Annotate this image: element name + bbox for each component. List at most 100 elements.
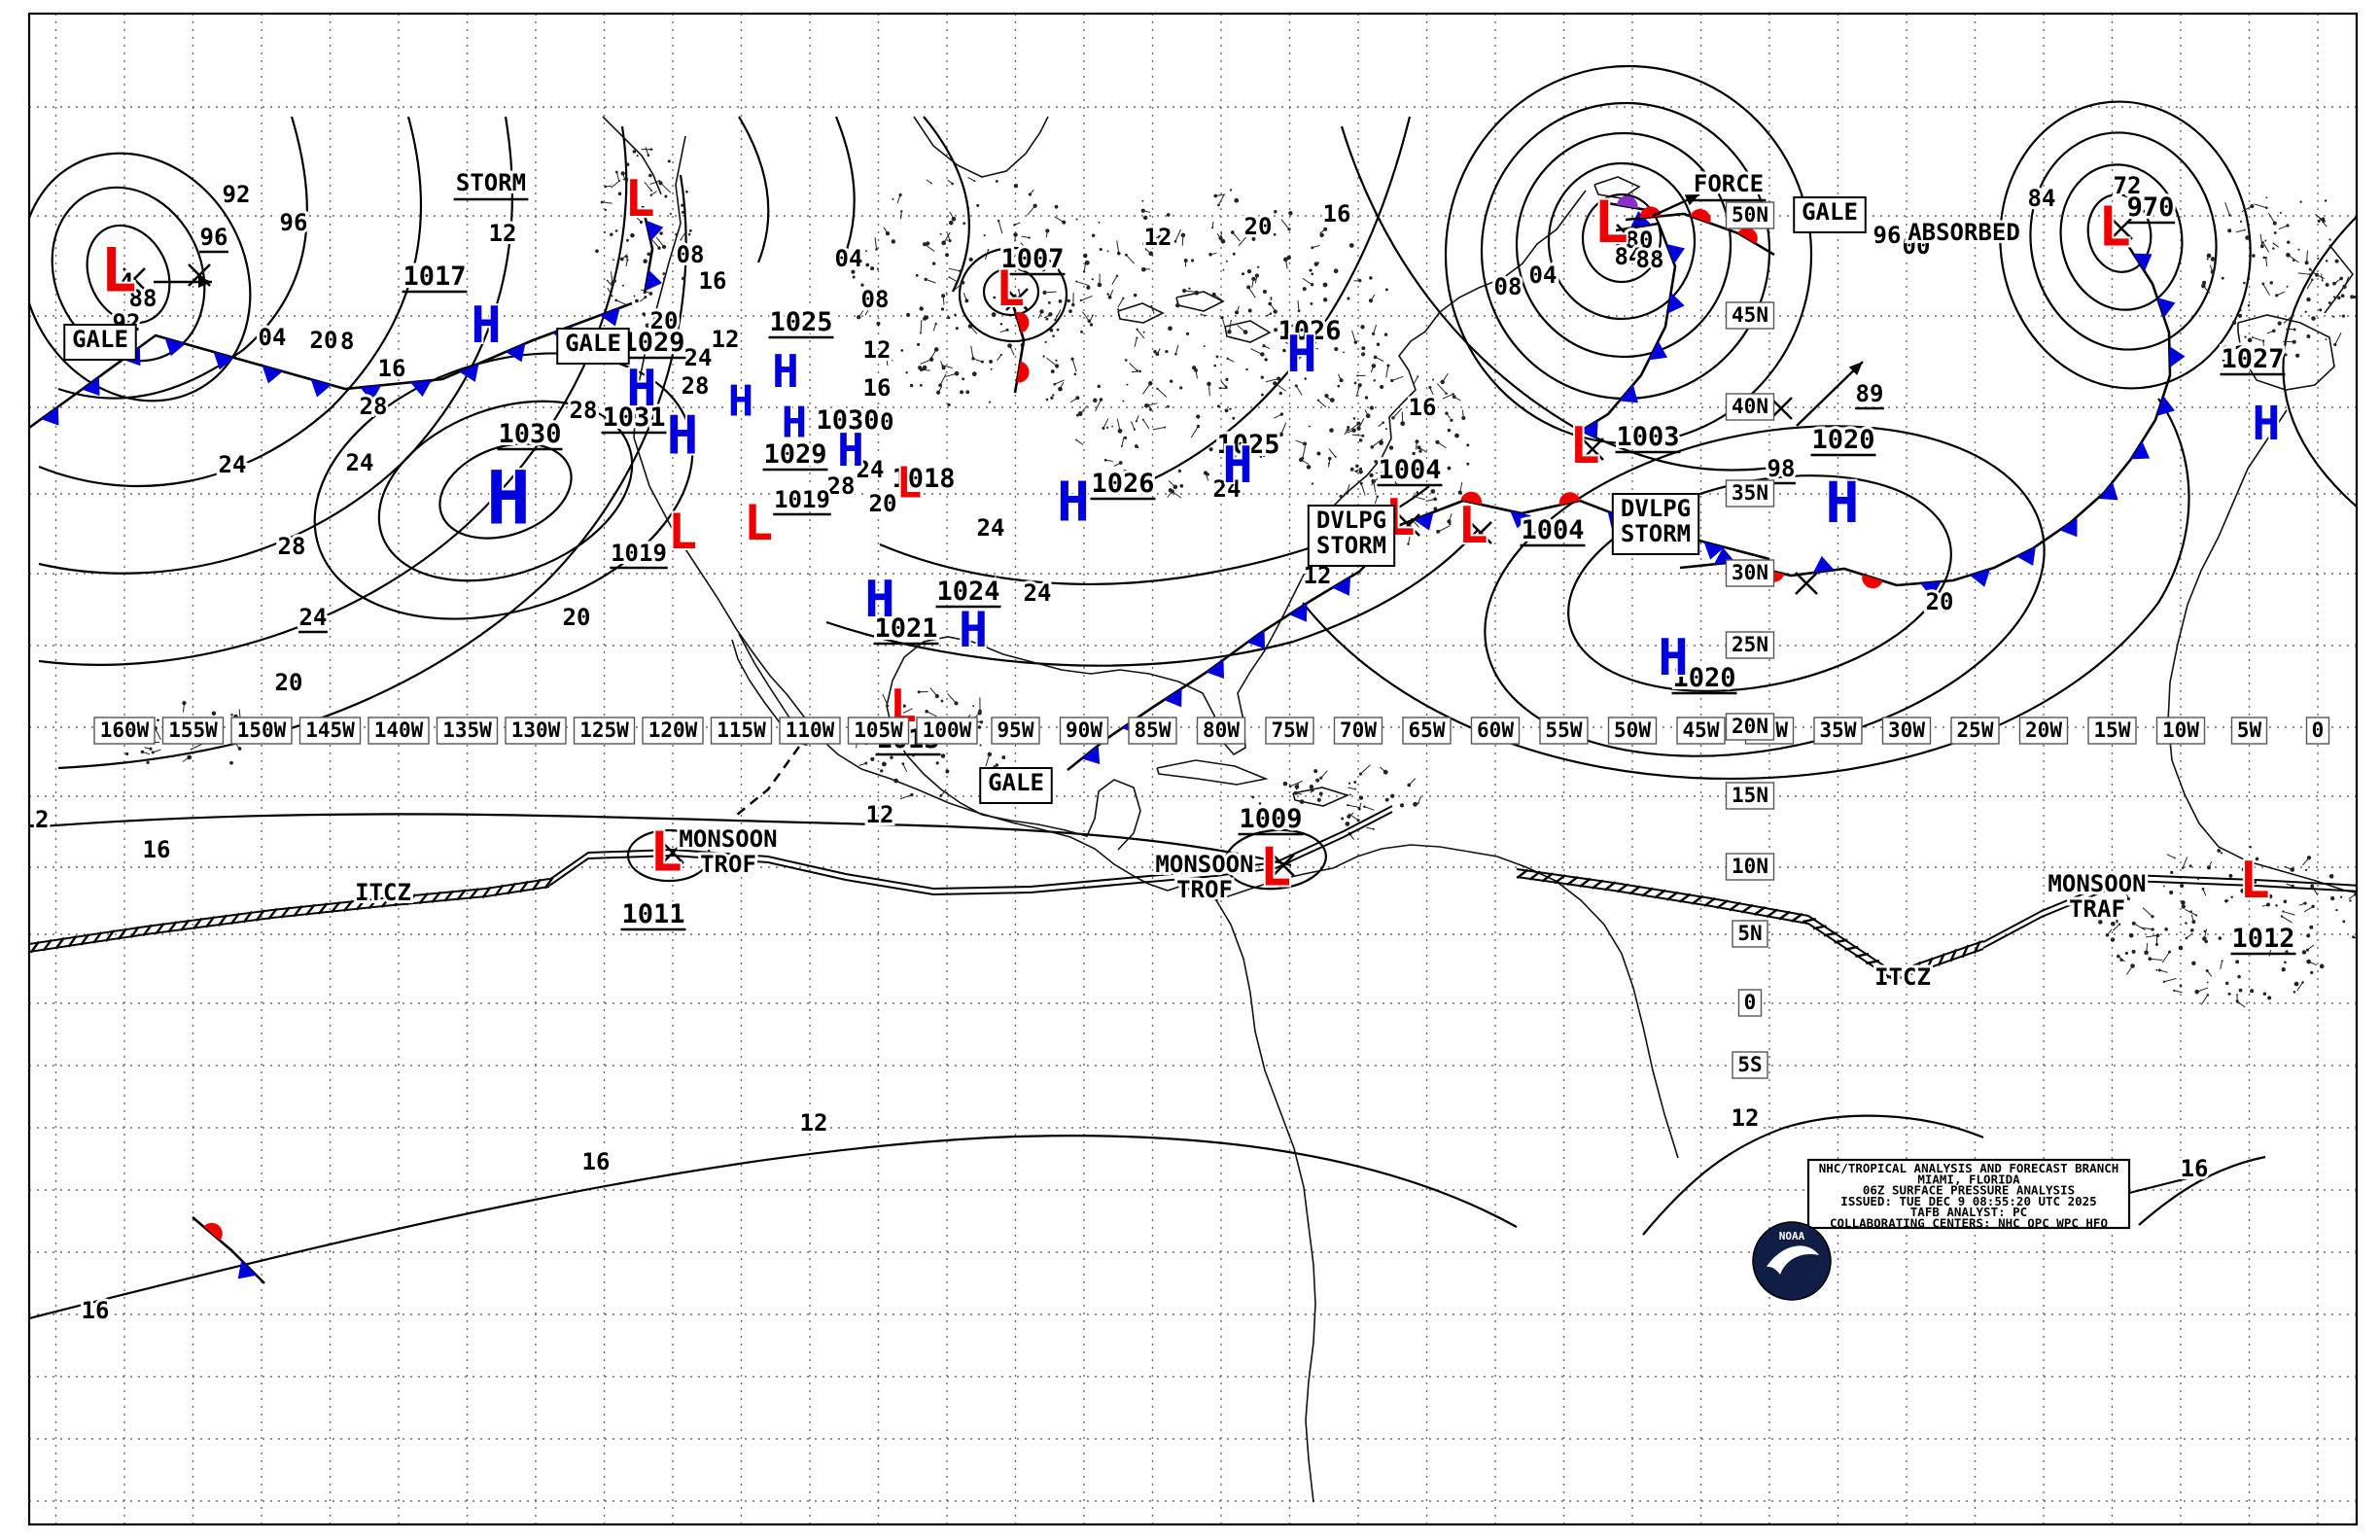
wind-barb-tick bbox=[2112, 924, 2120, 931]
wind-barb-tick bbox=[2196, 987, 2209, 993]
wind-barb-tick bbox=[1274, 413, 1282, 419]
wind-barb-tick bbox=[1436, 383, 1447, 395]
latitude-label: 25N bbox=[1725, 631, 1775, 659]
wind-barb-tick bbox=[998, 220, 1003, 234]
wind-barb-tick bbox=[1446, 412, 1451, 419]
isobar-label: 28 bbox=[827, 472, 856, 500]
station-dot bbox=[926, 241, 930, 246]
longitude-label-box bbox=[642, 717, 704, 745]
station-dot bbox=[2151, 928, 2154, 931]
longitude-label-box bbox=[779, 717, 841, 745]
low-pressure-symbol: L bbox=[649, 822, 682, 885]
itcz-hatch-tick bbox=[217, 914, 228, 927]
isobar-line bbox=[982, 266, 1040, 317]
latitude-label-box bbox=[1725, 479, 1775, 508]
longitude-label-box bbox=[2018, 717, 2069, 745]
longitude-label-box bbox=[368, 717, 430, 745]
wind-barb-tick bbox=[858, 310, 864, 318]
isobar-label: 24 bbox=[1213, 475, 1242, 503]
longitude-label: 150W bbox=[230, 717, 293, 745]
station-dot bbox=[1416, 491, 1419, 494]
wind-barb-tick bbox=[1302, 445, 1307, 459]
wind-barb-tick bbox=[1370, 294, 1376, 301]
station-dot bbox=[647, 252, 650, 257]
station-dot bbox=[2185, 922, 2188, 925]
station-dot bbox=[865, 250, 867, 253]
longitude-label-text: 0 bbox=[2312, 718, 2325, 742]
station-dot bbox=[1242, 272, 1245, 276]
wind-barb-tick bbox=[1071, 359, 1077, 372]
pressure-value-label: 1029 bbox=[621, 328, 684, 358]
high-pressure-symbol: H bbox=[471, 297, 501, 355]
itcz-hatch-tick bbox=[1875, 966, 1891, 972]
wind-barb-tick bbox=[2236, 1000, 2246, 1008]
wind-barb-tick bbox=[2126, 965, 2133, 975]
station-dot bbox=[1374, 459, 1378, 464]
annotation-dvlpg-storm-text: STORM bbox=[1316, 532, 1386, 559]
itcz-hatch-tick bbox=[1937, 953, 1946, 966]
station-dot bbox=[2319, 308, 2323, 312]
cold-front bbox=[641, 205, 664, 295]
station-dot bbox=[1300, 320, 1303, 323]
station-dot bbox=[2110, 937, 2116, 942]
station-dot bbox=[1329, 428, 1334, 433]
station-dot bbox=[157, 718, 159, 722]
station-dot bbox=[1165, 349, 1169, 354]
station-dot bbox=[968, 257, 973, 262]
station-dot bbox=[1341, 817, 1345, 821]
station-dot bbox=[2169, 890, 2174, 895]
station-dot bbox=[977, 725, 982, 729]
wind-barb-tick bbox=[1348, 812, 1354, 818]
annotation-dvlpg-storm-box bbox=[1611, 493, 1700, 555]
station-dot bbox=[2227, 992, 2231, 996]
wind-barb-tick bbox=[1125, 254, 1136, 264]
wind-barb-tick bbox=[902, 763, 908, 772]
low-pressure-symbol: L bbox=[996, 261, 1025, 317]
title-block-line: COLLABORATING CENTERS: NHC OPC WPC HFO bbox=[1830, 1216, 2108, 1231]
station-dot bbox=[1124, 359, 1128, 362]
station-dot bbox=[2217, 849, 2222, 853]
title-block-line: 06Z SURFACE PRESSURE ANALYSIS bbox=[1863, 1183, 2075, 1198]
wind-barb-tick bbox=[1351, 434, 1363, 437]
wind-barb-tick bbox=[1054, 309, 1062, 321]
station-dot bbox=[1082, 253, 1088, 259]
wind-barb-tick bbox=[1134, 337, 1138, 347]
wind-barb-tick bbox=[1320, 770, 1328, 779]
station-dot bbox=[917, 366, 923, 370]
trough-cross-marker bbox=[2110, 217, 2133, 240]
latitude-label-text: 25N bbox=[1732, 633, 1768, 656]
station-dot bbox=[146, 760, 150, 764]
wind-barb-tick bbox=[889, 356, 893, 362]
station-dot bbox=[1356, 426, 1361, 431]
station-dot bbox=[1245, 442, 1248, 445]
wind-barb-tick bbox=[1129, 363, 1138, 371]
station-dot bbox=[2157, 968, 2161, 972]
wind-barb-tick bbox=[937, 386, 943, 393]
wind-barb-tick bbox=[1297, 300, 1300, 311]
high-pressure-symbol: H bbox=[667, 405, 699, 467]
longitude-label-text: 100W bbox=[923, 718, 972, 742]
wind-barb-tick bbox=[1250, 348, 1263, 355]
wind-barb-tick bbox=[1319, 228, 1326, 234]
wind-barb-tick bbox=[1152, 427, 1166, 431]
pressure-value-label: 1020 bbox=[1811, 425, 1874, 455]
station-dot bbox=[2239, 220, 2243, 224]
wind-barb-tick bbox=[2281, 916, 2292, 924]
longitude-label-text: 135W bbox=[442, 718, 492, 742]
station-dot bbox=[1234, 197, 1240, 203]
longitude-label-box bbox=[1196, 717, 1246, 745]
annotation-force: FORCE bbox=[1691, 167, 1767, 202]
high-pressure-symbol: H bbox=[1057, 472, 1090, 535]
station-plot-cluster bbox=[1251, 764, 1422, 840]
wind-barb-tick bbox=[1280, 422, 1287, 436]
isobar-label: 1019 bbox=[611, 540, 667, 567]
station-dot bbox=[1403, 474, 1407, 478]
trough-cross-marker bbox=[1005, 288, 1029, 311]
station-dot bbox=[1179, 386, 1183, 390]
pressure-value-label: 1011 bbox=[621, 899, 684, 929]
station-dot bbox=[675, 232, 679, 236]
station-dot bbox=[1246, 269, 1252, 274]
station-dot bbox=[1319, 232, 1324, 238]
station-dot bbox=[1454, 433, 1459, 438]
